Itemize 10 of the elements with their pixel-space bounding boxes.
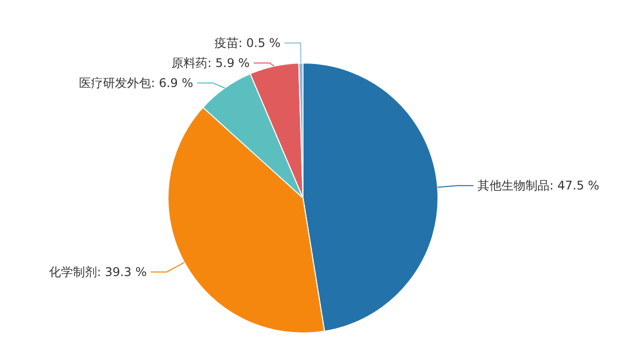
data-label: : 5.9 % [208, 56, 250, 70]
slice-label: 其他生物制品 [478, 178, 550, 193]
data-label: : 39.3 % [96, 264, 147, 279]
slice-label: 化学制剂 [48, 264, 97, 279]
data-label: : 6.9 % [150, 76, 194, 90]
data-label: : 0.5 % [238, 36, 281, 50]
data-label: : 47.5 % [550, 178, 600, 193]
slice-label: 疫苗 [214, 36, 238, 50]
slice-label: 原料药 [172, 56, 208, 70]
slice-label: 医疗研发外包 [78, 76, 151, 90]
